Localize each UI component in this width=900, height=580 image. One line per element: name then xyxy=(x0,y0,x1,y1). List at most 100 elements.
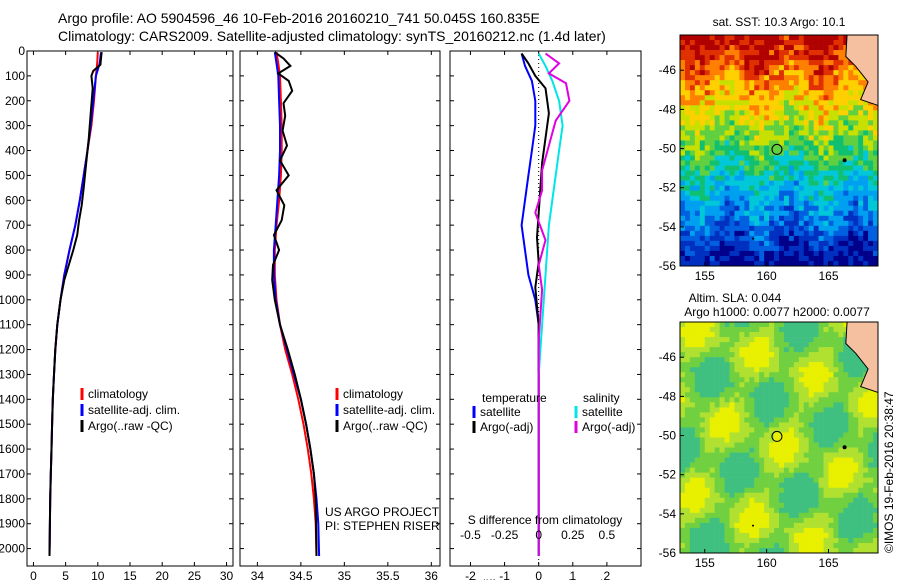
map-cell xyxy=(699,100,706,106)
map-cell xyxy=(739,65,745,71)
map-cell xyxy=(749,105,755,111)
map-cell xyxy=(813,40,819,46)
map-cell xyxy=(853,442,859,448)
map-cell xyxy=(833,522,839,529)
map-cell xyxy=(764,105,770,111)
map-cell xyxy=(684,542,691,549)
map-cell xyxy=(729,110,735,116)
map-cell xyxy=(873,255,879,262)
map-cell xyxy=(689,537,696,544)
map-cell xyxy=(848,377,854,383)
map-cell xyxy=(754,170,760,176)
map-cell xyxy=(838,220,844,227)
map-cell xyxy=(709,522,715,529)
map-cell xyxy=(719,100,725,106)
map-cell xyxy=(868,392,874,398)
map-cell xyxy=(813,70,819,76)
map-cell xyxy=(843,185,849,191)
map-cell xyxy=(739,497,745,504)
map-cell xyxy=(838,195,844,202)
map-cell xyxy=(858,205,864,212)
map-cell xyxy=(764,397,770,403)
map-cell xyxy=(684,80,691,86)
map-cell xyxy=(769,472,775,478)
map-cell xyxy=(833,517,839,524)
map-cell xyxy=(759,245,765,252)
map-cell xyxy=(734,210,740,217)
map-cell xyxy=(793,200,800,207)
map-cell xyxy=(724,392,730,398)
map-cell xyxy=(754,110,760,116)
map-cell xyxy=(704,125,710,131)
map-cell xyxy=(808,407,814,413)
map-cell xyxy=(843,70,849,76)
map-cell xyxy=(689,155,696,161)
map-cell xyxy=(764,512,770,519)
map-cell xyxy=(798,65,805,71)
map-cell xyxy=(779,472,785,478)
map-cell xyxy=(680,100,686,106)
map-cell xyxy=(754,442,760,448)
map-cell xyxy=(719,105,725,111)
map-cell xyxy=(764,332,770,338)
map-cell xyxy=(739,392,745,398)
map-cell xyxy=(709,392,715,398)
map-cell xyxy=(863,367,869,373)
map-cell xyxy=(759,472,765,478)
map-cell xyxy=(803,160,809,166)
map-cell xyxy=(694,442,701,448)
map-cell xyxy=(823,170,829,176)
map-cell xyxy=(783,165,790,171)
map-cell xyxy=(729,165,735,171)
map-cell xyxy=(759,512,765,519)
map-cell xyxy=(744,512,750,519)
map-cell xyxy=(764,382,770,388)
map-cell xyxy=(759,190,765,196)
map-cell xyxy=(729,260,735,267)
map-cell xyxy=(858,155,864,161)
map-cell xyxy=(694,255,701,262)
map-cell xyxy=(769,75,775,81)
map-cell xyxy=(734,200,740,207)
map-cell xyxy=(769,120,775,126)
map-cell xyxy=(709,160,715,166)
map-cell xyxy=(838,140,844,146)
map-cell xyxy=(714,537,720,544)
map-cell xyxy=(759,392,765,398)
map-cell xyxy=(803,442,809,448)
map-cell xyxy=(788,357,795,363)
map-cell xyxy=(803,65,809,71)
map-cell xyxy=(793,377,800,383)
map-cell xyxy=(739,210,745,217)
map-cell xyxy=(754,85,760,91)
map-cell xyxy=(709,502,715,509)
x-tick-label: 0 xyxy=(535,569,542,580)
map-cell xyxy=(788,372,795,378)
map-cell xyxy=(769,392,775,398)
map-cell xyxy=(684,492,691,499)
map-cell xyxy=(858,492,864,499)
map-cell xyxy=(749,512,755,519)
map-cell xyxy=(788,205,795,212)
map-cell xyxy=(689,327,696,333)
map-cell xyxy=(873,175,879,181)
map-cell xyxy=(813,392,819,398)
map-cell xyxy=(803,140,809,146)
map-cell xyxy=(699,225,706,232)
map-cell xyxy=(838,377,844,383)
map-cell xyxy=(764,145,770,151)
map-cell xyxy=(759,65,765,71)
map-cell xyxy=(774,55,780,61)
map-cell xyxy=(744,467,750,473)
map-cell xyxy=(714,477,720,483)
map-cell xyxy=(744,452,750,458)
map-cell xyxy=(724,402,730,408)
map-cell xyxy=(853,432,859,438)
map-cell xyxy=(783,482,790,489)
map-cell xyxy=(699,462,706,468)
map-cell xyxy=(709,75,715,81)
map-cell xyxy=(833,397,839,403)
map-cell xyxy=(704,517,710,524)
map-cell xyxy=(833,327,839,333)
map-cell xyxy=(779,362,785,368)
